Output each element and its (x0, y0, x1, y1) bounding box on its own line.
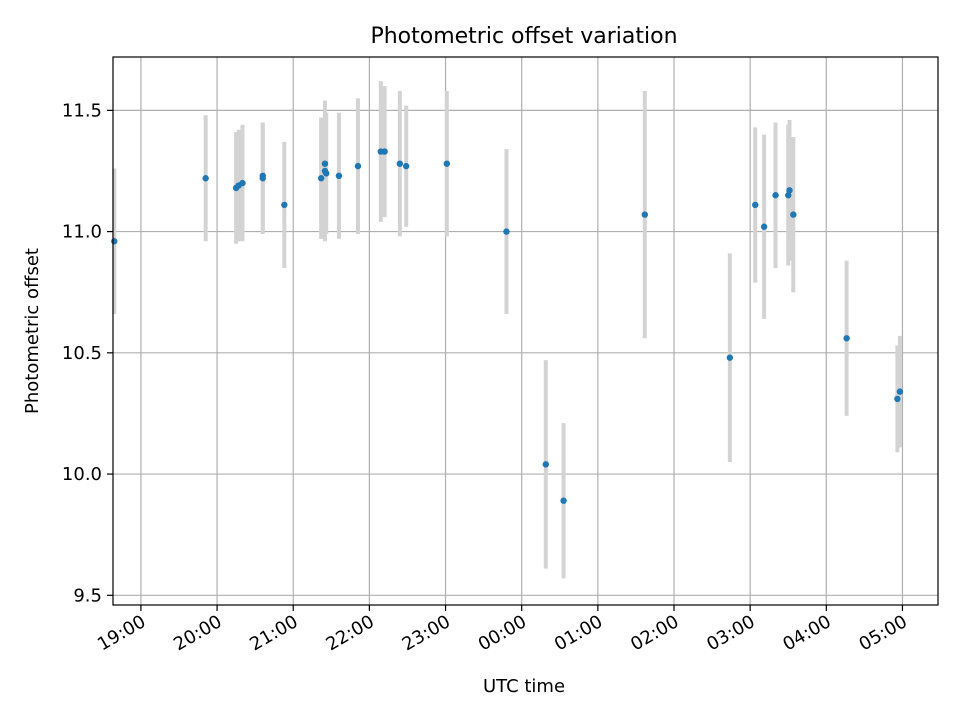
data-points (111, 148, 904, 504)
data-point (560, 497, 567, 504)
data-point (259, 172, 266, 180)
data-point (542, 461, 550, 468)
y-tick-label: 9.5 (73, 585, 102, 606)
x-tick-label: 00:00 (475, 611, 530, 655)
x-tick-label: 23:00 (399, 611, 454, 655)
data-point (402, 162, 410, 170)
data-point (321, 160, 329, 167)
x-tick-label: 04:00 (779, 611, 834, 655)
data-point (323, 170, 330, 177)
data-point (843, 335, 850, 342)
data-point (760, 223, 768, 230)
plot-frame (112, 56, 939, 606)
x-tick-label: 21:00 (246, 611, 301, 655)
x-tick-label: 19:00 (94, 611, 149, 655)
y-tick-label: 11.5 (62, 100, 102, 121)
data-point (896, 388, 904, 395)
data-point (239, 179, 246, 187)
data-point (786, 187, 793, 194)
data-point (317, 175, 325, 182)
data-point (443, 160, 451, 167)
x-tick-label: 20:00 (170, 611, 225, 655)
data-point (894, 395, 901, 403)
data-point (752, 201, 759, 209)
data-point (503, 228, 510, 235)
data-point (354, 162, 362, 170)
x-tick-label: 22:00 (322, 611, 377, 655)
axis-ticks: 19:00 20:00 21:00 22:00 23:00 00:00 01:00 02:00… (62, 100, 911, 655)
grid (113, 57, 938, 605)
data-point (726, 354, 734, 361)
y-tick-label: 10.5 (62, 343, 102, 364)
x-axis-label: UTC time (483, 676, 565, 697)
data-point (772, 192, 779, 199)
data-point (396, 160, 404, 167)
x-tick-label: 02:00 (627, 611, 682, 655)
chart-title: Photometric offset variation (370, 24, 677, 49)
data-point (335, 172, 343, 180)
x-tick-label: 03:00 (703, 611, 758, 655)
data-point (202, 175, 209, 182)
data-point (790, 211, 797, 218)
data-point (281, 201, 288, 209)
y-axis-label: Photometric offset (22, 248, 43, 414)
x-tick-label: 01:00 (551, 611, 606, 655)
data-point (785, 192, 792, 199)
data-point (381, 148, 388, 155)
data-point (641, 211, 649, 218)
y-tick-label: 11.0 (62, 222, 102, 243)
data-point (111, 238, 118, 245)
error-bars (112, 81, 902, 579)
y-tick-label: 10.0 (62, 464, 102, 485)
x-tick-label: 05:00 (856, 611, 911, 655)
